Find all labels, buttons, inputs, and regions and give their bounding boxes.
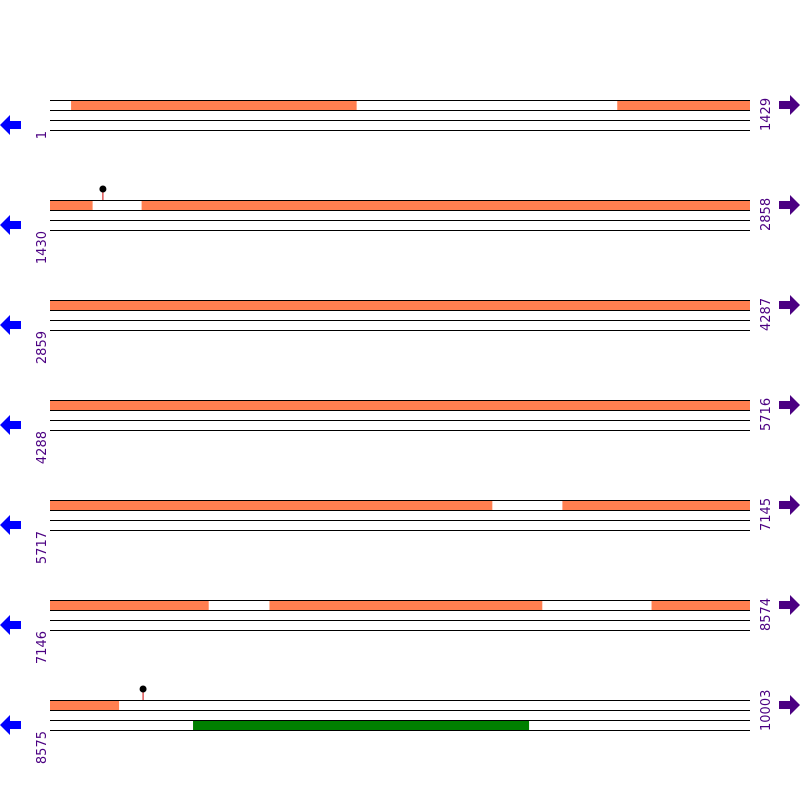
row-end-label: 8574: [759, 598, 774, 631]
row-start-label: 8575: [35, 731, 50, 764]
arrow-left-icon: [0, 215, 21, 235]
row-start-label: 1430: [35, 231, 50, 264]
forward-feature: [50, 500, 493, 510]
row-end-label: 5716: [759, 398, 774, 431]
forward-feature: [50, 300, 750, 310]
arrow-left-icon: [0, 615, 21, 635]
arrow-right-icon: [779, 295, 800, 315]
forward-feature: [50, 400, 750, 410]
row-start-label: 2859: [35, 331, 50, 364]
arrow-left-icon: [0, 315, 21, 335]
arrow-right-icon: [779, 195, 800, 215]
arrow-left-icon: [0, 715, 21, 735]
forward-feature: [141, 200, 750, 210]
arrow-right-icon: [779, 95, 800, 115]
forward-feature: [651, 600, 750, 610]
row-start-label: 1: [35, 131, 50, 139]
arrow-right-icon: [779, 595, 800, 615]
arrow-left-icon: [0, 515, 21, 535]
forward-feature: [617, 100, 750, 110]
forward-feature: [71, 100, 357, 110]
sequence-row: 4288 5716: [0, 395, 800, 464]
row-end-label: 1429: [759, 98, 774, 131]
row-end-label: 2858: [759, 198, 774, 231]
arrow-left-icon: [0, 115, 21, 135]
reverse-feature: [193, 720, 530, 730]
row-start-label: 7146: [35, 631, 50, 664]
sequence-row: 7146 8574: [0, 595, 800, 664]
marker-head: [139, 685, 147, 693]
arrow-right-icon: [779, 495, 800, 515]
forward-feature: [50, 700, 120, 710]
sequence-row: 8575 10003: [0, 685, 800, 764]
row-end-label: 4287: [759, 298, 774, 331]
forward-feature: [562, 500, 750, 510]
arrow-right-icon: [779, 695, 800, 715]
row-end-label: 7145: [759, 498, 774, 531]
arrow-left-icon: [0, 415, 21, 435]
sequence-row: 1 1429: [0, 95, 800, 139]
marker-head: [99, 185, 107, 193]
forward-feature: [50, 600, 209, 610]
sequence-row: 5717 7145: [0, 495, 800, 564]
arrow-right-icon: [779, 395, 800, 415]
forward-feature: [269, 600, 543, 610]
sequence-row: 1430 2858: [0, 185, 800, 264]
row-end-label: 10003: [759, 690, 774, 731]
row-start-label: 4288: [35, 431, 50, 464]
forward-feature: [50, 200, 93, 210]
sequence-row: 2859 4287: [0, 295, 800, 364]
row-start-label: 5717: [35, 531, 50, 564]
